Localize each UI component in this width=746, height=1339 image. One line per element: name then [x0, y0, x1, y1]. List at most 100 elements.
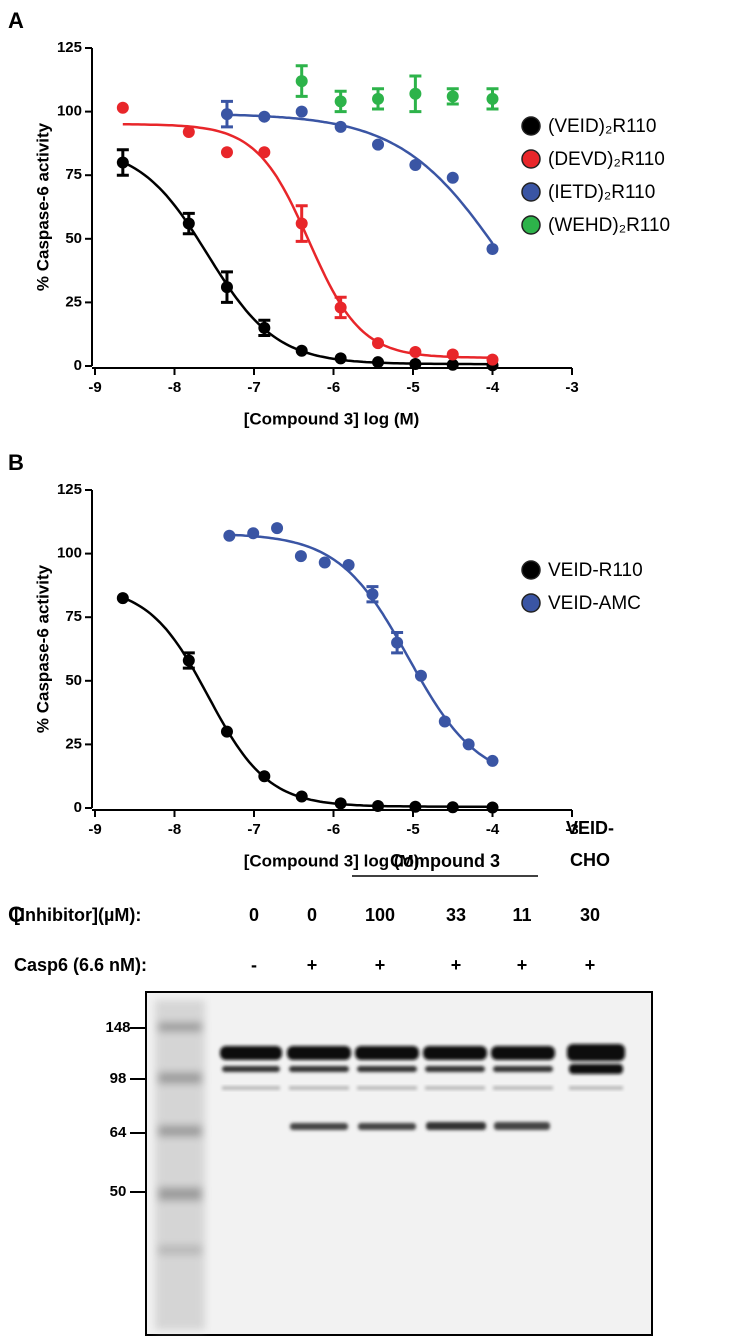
point — [294, 550, 307, 563]
x-tick-label: -9 — [88, 379, 101, 396]
marker-label: 148 — [105, 1019, 130, 1036]
point — [486, 353, 499, 366]
x-tick-label: -3 — [565, 379, 578, 396]
panel-label: A — [8, 8, 24, 33]
y-tick-label: 75 — [65, 608, 82, 625]
point — [220, 281, 233, 294]
legend-label: (WEHD)₂R110 — [548, 215, 670, 236]
point — [271, 522, 284, 535]
marker-label: 98 — [110, 1070, 127, 1087]
row-value: + — [451, 955, 462, 975]
point — [372, 356, 385, 369]
point — [334, 95, 347, 108]
y-tick-label: 125 — [57, 481, 82, 498]
point — [295, 75, 308, 88]
legend-marker — [521, 560, 541, 580]
ladder — [155, 1000, 205, 1330]
row-value: 30 — [580, 905, 600, 925]
row-value: 0 — [307, 905, 317, 925]
x-tick-label: -8 — [168, 821, 181, 838]
row-value: + — [307, 955, 318, 975]
legend-label: (VEID)₂R110 — [548, 116, 656, 137]
row-value: 100 — [365, 905, 395, 925]
point — [486, 754, 499, 767]
gel-frame — [145, 991, 653, 1336]
y-tick-label: 50 — [65, 230, 82, 247]
point — [295, 217, 308, 230]
x-tick-label: -4 — [486, 379, 500, 396]
legend-marker — [521, 215, 541, 235]
control-label: CHO — [570, 850, 610, 870]
x-axis-label: [Compound 3] log (M) — [244, 851, 420, 870]
point — [409, 346, 422, 359]
point — [182, 654, 195, 667]
point — [446, 171, 459, 184]
bands — [220, 1044, 625, 1130]
fit-curve — [229, 533, 494, 764]
point — [446, 348, 459, 361]
point — [220, 108, 233, 121]
point — [258, 770, 271, 783]
x-tick-label: -4 — [486, 821, 500, 838]
row-value: - — [251, 955, 257, 975]
point — [182, 125, 195, 138]
point — [372, 138, 385, 151]
point — [258, 110, 271, 123]
fit-curve — [122, 160, 493, 366]
point — [372, 92, 385, 105]
y-tick-label: 25 — [65, 293, 82, 310]
point — [295, 790, 308, 803]
point — [318, 556, 331, 569]
y-tick-label: 100 — [57, 545, 82, 562]
row-label: Casp6 (6.6 nM): — [14, 955, 147, 975]
legend-label: VEID-AMC — [548, 593, 641, 614]
y-tick-label: 75 — [65, 166, 82, 183]
y-tick-label: 25 — [65, 735, 82, 752]
fit-curve — [122, 123, 493, 359]
x-tick-label: -5 — [406, 821, 419, 838]
point — [446, 358, 459, 371]
panel-label: B — [8, 450, 24, 475]
fit-curve — [227, 113, 494, 245]
x-tick-label: -8 — [168, 379, 181, 396]
point — [446, 90, 459, 103]
faint-bands — [222, 1086, 623, 1090]
point — [446, 801, 459, 814]
point — [295, 105, 308, 118]
point — [334, 120, 347, 133]
x-tick-label: -9 — [88, 821, 101, 838]
point — [116, 592, 129, 605]
y-tick-label: 0 — [74, 357, 82, 374]
y-tick-label: 50 — [65, 672, 82, 689]
y-axis-label: % Caspase-6 activity — [33, 564, 52, 733]
point — [409, 87, 422, 100]
panel-label: C — [8, 902, 24, 927]
legend-marker — [521, 182, 541, 202]
legend-label: (DEVD)₂R110 — [548, 149, 665, 170]
x-tick-label: -3 — [565, 821, 578, 838]
marker-label: 50 — [110, 1183, 127, 1200]
legend-label: VEID-R110 — [548, 560, 643, 581]
row-value: + — [517, 955, 528, 975]
row-value: + — [585, 955, 596, 975]
point — [258, 146, 271, 159]
point — [342, 559, 355, 572]
gel — [145, 991, 653, 1336]
point — [182, 217, 195, 230]
y-axis-label: % Caspase-6 activity — [33, 122, 52, 291]
point — [220, 725, 233, 738]
x-tick-label: -6 — [327, 379, 340, 396]
point — [409, 159, 422, 172]
legend-marker — [521, 593, 541, 613]
point — [409, 800, 422, 813]
x-tick-label: -7 — [247, 379, 260, 396]
point — [116, 156, 129, 169]
point — [372, 337, 385, 350]
point — [462, 738, 475, 751]
point — [366, 588, 379, 601]
point — [372, 799, 385, 812]
group-label: Compound 3 — [390, 851, 500, 871]
point — [258, 321, 271, 334]
point — [220, 146, 233, 159]
x-tick-label: -5 — [406, 379, 419, 396]
